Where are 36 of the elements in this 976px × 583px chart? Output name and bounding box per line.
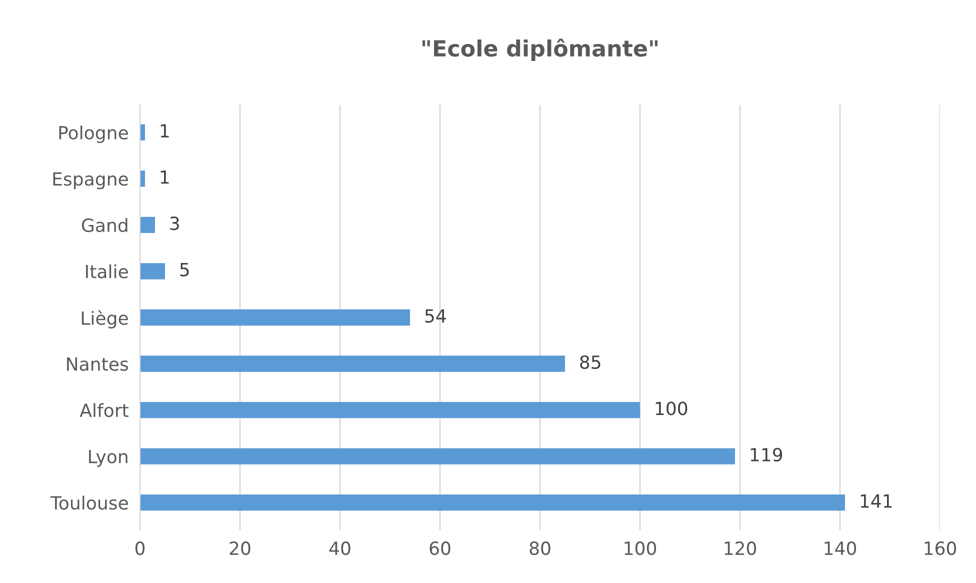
x-tick-label: 0 — [135, 541, 145, 556]
bar — [140, 448, 735, 464]
x-tick-label: 20 — [230, 541, 250, 556]
x-tick-label: 80 — [530, 541, 550, 556]
x-tick-label: 160 — [924, 541, 956, 556]
y-tick-label: Toulouse — [50, 496, 128, 510]
data-label: 141 — [860, 494, 892, 508]
chart-title: "Ecole diplômante" — [422, 38, 658, 62]
y-tick-label: Liège — [82, 310, 128, 328]
data-label: 54 — [425, 309, 446, 323]
data-label: 100 — [656, 402, 688, 416]
y-tick-label: Pologne — [59, 126, 128, 144]
data-label: 119 — [750, 448, 782, 462]
x-tick-label: 100 — [624, 541, 656, 556]
bar — [140, 170, 145, 187]
x-tick-label: 60 — [430, 541, 450, 556]
bar — [140, 356, 565, 372]
data-label: 1 — [160, 124, 169, 138]
bar — [140, 216, 155, 234]
bar — [140, 494, 845, 511]
data-label: 1 — [160, 170, 169, 184]
y-tick-label: Gand — [82, 218, 128, 232]
bar — [140, 402, 640, 418]
data-label: 85 — [580, 355, 600, 370]
x-tick-label: 40 — [329, 541, 350, 556]
y-tick-label: Italie — [86, 264, 128, 278]
y-tick-label: Alfort — [80, 403, 128, 418]
bar — [140, 263, 165, 280]
y-tick-label: Espagne — [53, 172, 128, 190]
y-tick-label: Lyon — [89, 450, 128, 467]
data-label: 5 — [180, 263, 189, 276]
data-label: 3 — [170, 216, 179, 230]
x-tick-label: 120 — [724, 541, 756, 556]
x-tick-label: 140 — [824, 541, 856, 556]
y-tick-label: Nantes — [67, 357, 128, 371]
bar — [140, 309, 410, 326]
